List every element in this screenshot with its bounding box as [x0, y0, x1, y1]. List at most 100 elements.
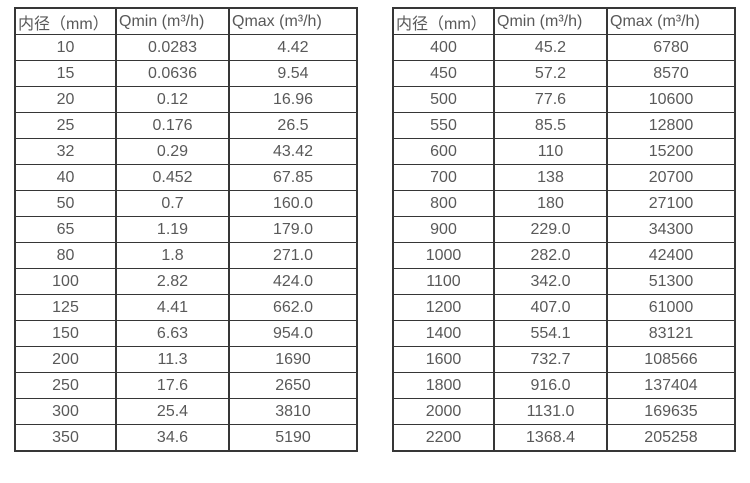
diameter-cell: 2200 [392, 424, 495, 452]
table-row: 125 4.41 662.0 [14, 294, 358, 321]
diameter-cell: 20 [14, 86, 117, 113]
diameter-cell: 1200 [392, 294, 495, 321]
qmax-cell: 2650 [228, 372, 358, 399]
diameter-cell: 150 [14, 320, 117, 347]
table-row: 700 138 20700 [392, 164, 736, 191]
qmax-cell: 27100 [606, 190, 736, 217]
diameter-cell: 200 [14, 346, 117, 373]
qmin-cell: 110 [493, 138, 608, 165]
qmax-cell: 61000 [606, 294, 736, 321]
diameter-cell: 300 [14, 398, 117, 425]
qmax-cell: 16.96 [228, 86, 358, 113]
qmin-cell: 6.63 [115, 320, 230, 347]
diameter-cell: 1100 [392, 268, 495, 295]
qmax-cell: 8570 [606, 60, 736, 87]
table-row: 500 77.6 10600 [392, 86, 736, 113]
qmax-cell: 26.5 [228, 112, 358, 139]
qmin-cell: 57.2 [493, 60, 608, 87]
qmax-cell: 4.42 [228, 34, 358, 61]
table-row: 2000 1131.0 169635 [392, 398, 736, 425]
diameter-cell: 32 [14, 138, 117, 165]
qmax-cell: 1690 [228, 346, 358, 373]
column-header-qmax: Qmax (m³/h) [228, 7, 358, 35]
table-row: 450 57.2 8570 [392, 60, 736, 87]
qmax-cell: 67.85 [228, 164, 358, 191]
spec-table-right: 内径（mm） Qmin (m³/h) Qmax (m³/h) 400 45.2 6780… [392, 7, 736, 452]
table-row: 300 25.4 3810 [14, 398, 358, 425]
table-row: 80 1.8 271.0 [14, 242, 358, 269]
table-row: 2200 1368.4 205258 [392, 424, 736, 452]
column-header-qmin: Qmin (m³/h) [115, 7, 230, 35]
qmin-cell: 0.0283 [115, 34, 230, 61]
qmax-cell: 12800 [606, 112, 736, 139]
qmin-cell: 342.0 [493, 268, 608, 295]
table-body: 400 45.2 6780 450 57.2 8570 500 77.6 10600 550 85.… [392, 34, 736, 452]
qmin-cell: 282.0 [493, 242, 608, 269]
table-row: 250 17.6 2650 [14, 372, 358, 399]
diameter-cell: 900 [392, 216, 495, 243]
qmin-cell: 17.6 [115, 372, 230, 399]
diameter-cell: 50 [14, 190, 117, 217]
qmin-cell: 180 [493, 190, 608, 217]
diameter-cell: 400 [392, 34, 495, 61]
table-row: 200 11.3 1690 [14, 346, 358, 373]
diameter-cell: 10 [14, 34, 117, 61]
table-row: 1000 282.0 42400 [392, 242, 736, 269]
table-row: 32 0.29 43.42 [14, 138, 358, 165]
qmin-cell: 25.4 [115, 398, 230, 425]
qmin-cell: 1368.4 [493, 424, 608, 452]
table-row: 15 0.0636 9.54 [14, 60, 358, 87]
qmin-cell: 85.5 [493, 112, 608, 139]
table-row: 350 34.6 5190 [14, 424, 358, 452]
qmin-cell: 138 [493, 164, 608, 191]
table-row: 内径（mm） Qmin (m³/h) Qmax (m³/h) [392, 7, 736, 35]
qmin-cell: 554.1 [493, 320, 608, 347]
table-row: 10 0.0283 4.42 [14, 34, 358, 61]
table-row: 1800 916.0 137404 [392, 372, 736, 399]
qmin-cell: 1.8 [115, 242, 230, 269]
table-row: 1600 732.7 108566 [392, 346, 736, 373]
column-header-diameter: 内径（mm） [392, 7, 495, 35]
qmin-cell: 0.7 [115, 190, 230, 217]
qmax-cell: 108566 [606, 346, 736, 373]
qmax-cell: 662.0 [228, 294, 358, 321]
diameter-cell: 40 [14, 164, 117, 191]
table-row: 1100 342.0 51300 [392, 268, 736, 295]
table-row: 65 1.19 179.0 [14, 216, 358, 243]
qmin-cell: 0.12 [115, 86, 230, 113]
qmax-cell: 137404 [606, 372, 736, 399]
qmax-cell: 10600 [606, 86, 736, 113]
qmin-cell: 4.41 [115, 294, 230, 321]
table-row: 25 0.176 26.5 [14, 112, 358, 139]
table-header-row: 内径（mm） Qmin (m³/h) Qmax (m³/h) [392, 7, 736, 35]
table-row: 400 45.2 6780 [392, 34, 736, 61]
diameter-cell: 550 [392, 112, 495, 139]
table-body: 10 0.0283 4.42 15 0.0636 9.54 20 0.12 16.96 25 0.1… [14, 34, 358, 452]
table-row: 1400 554.1 83121 [392, 320, 736, 347]
diameter-cell: 700 [392, 164, 495, 191]
qmax-cell: 42400 [606, 242, 736, 269]
diameter-cell: 100 [14, 268, 117, 295]
diameter-cell: 1600 [392, 346, 495, 373]
qmax-cell: 179.0 [228, 216, 358, 243]
qmax-cell: 271.0 [228, 242, 358, 269]
qmax-cell: 34300 [606, 216, 736, 243]
qmax-cell: 51300 [606, 268, 736, 295]
qmin-cell: 229.0 [493, 216, 608, 243]
qmax-cell: 160.0 [228, 190, 358, 217]
qmin-cell: 916.0 [493, 372, 608, 399]
diameter-cell: 15 [14, 60, 117, 87]
qmin-cell: 732.7 [493, 346, 608, 373]
table-row: 900 229.0 34300 [392, 216, 736, 243]
qmax-cell: 15200 [606, 138, 736, 165]
qmin-cell: 2.82 [115, 268, 230, 295]
qmin-cell: 1.19 [115, 216, 230, 243]
flow-spec-tables: 内径（mm） Qmin (m³/h) Qmax (m³/h) 10 0.0283 4.4… [14, 7, 736, 452]
table-row: 1200 407.0 61000 [392, 294, 736, 321]
qmin-cell: 11.3 [115, 346, 230, 373]
qmin-cell: 34.6 [115, 424, 230, 452]
diameter-cell: 2000 [392, 398, 495, 425]
table-header-row: 内径（mm） Qmin (m³/h) Qmax (m³/h) [14, 7, 358, 35]
qmax-cell: 5190 [228, 424, 358, 452]
diameter-cell: 600 [392, 138, 495, 165]
